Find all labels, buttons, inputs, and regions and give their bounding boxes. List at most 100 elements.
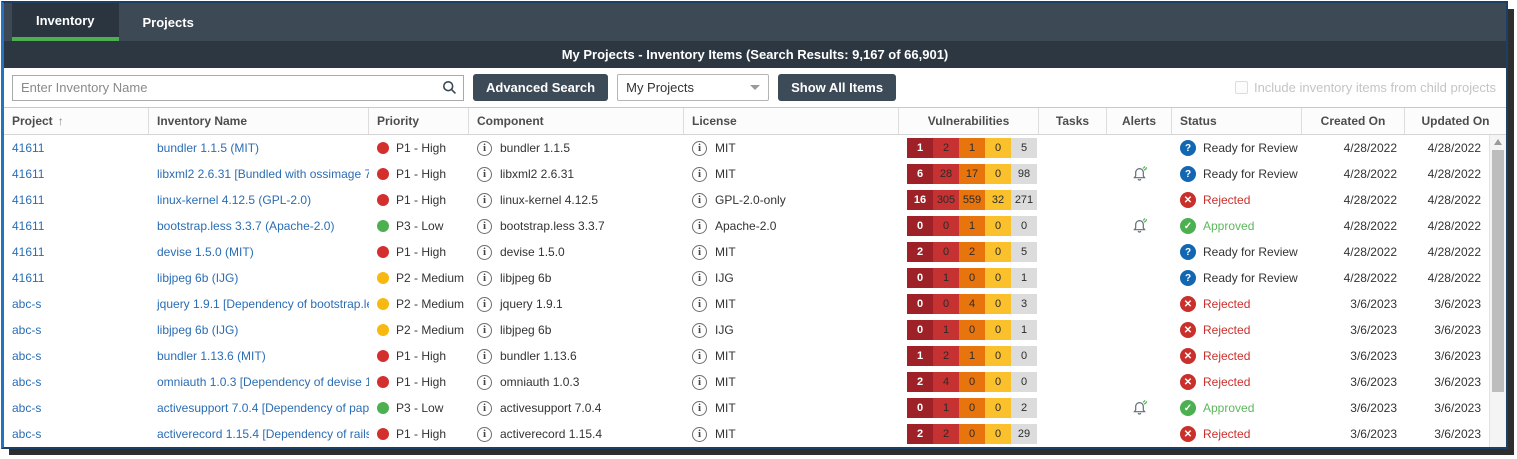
vulnerability-bar[interactable]: 2 4 0 0 0 (907, 372, 1037, 392)
project-link[interactable]: abc-s (12, 375, 42, 389)
vulnerability-bar[interactable]: 1 2 1 0 5 (907, 138, 1037, 158)
component-info-icon[interactable]: i (477, 140, 492, 156)
vulnerability-bar[interactable]: 2 0 2 0 5 (907, 242, 1037, 262)
project-link[interactable]: 41611 (12, 167, 45, 181)
license-info-icon[interactable]: i (692, 296, 707, 312)
license-info-icon[interactable]: i (692, 140, 707, 156)
license-info-icon[interactable]: i (692, 192, 707, 208)
component-info-icon[interactable]: i (477, 244, 492, 260)
col-header-inventory-name[interactable]: Inventory Name (149, 108, 369, 134)
vulnerability-bar[interactable]: 0 1 0 0 1 (907, 268, 1037, 288)
component-info-icon[interactable]: i (477, 322, 492, 338)
project-link[interactable]: abc-s (12, 297, 42, 311)
inventory-link[interactable]: libxml2 2.6.31 [Bundled with ossimage 7.… (157, 167, 369, 181)
license-info-icon[interactable]: i (692, 374, 707, 390)
inventory-link[interactable]: bundler 1.13.6 (MIT) (157, 349, 266, 363)
vulnerability-bar[interactable]: 0 0 1 0 0 (907, 216, 1037, 236)
inventory-link[interactable]: linux-kernel 4.12.5 (GPL-2.0) (157, 193, 312, 207)
vulnerability-bar[interactable]: 16 305 559 32 271 (907, 190, 1037, 210)
component-info-icon[interactable]: i (477, 270, 492, 286)
table-row[interactable]: abc-s jquery 1.9.1 [Dependency of bootst… (4, 291, 1489, 317)
table-row[interactable]: 41611 linux-kernel 4.12.5 (GPL-2.0) P1 -… (4, 187, 1489, 213)
license-info-icon[interactable]: i (692, 322, 707, 338)
component-info-icon[interactable]: i (477, 348, 492, 364)
col-header-license[interactable]: License (684, 108, 899, 134)
table-row[interactable]: abc-s omniauth 1.0.3 [Dependency of devi… (4, 369, 1489, 395)
col-header-vulnerabilities[interactable]: Vulnerabilities (899, 108, 1039, 134)
child-projects-checkbox[interactable] (1234, 81, 1248, 94)
license-info-icon[interactable]: i (692, 166, 707, 182)
project-link[interactable]: abc-s (12, 427, 42, 441)
col-header-alerts[interactable]: Alerts (1107, 108, 1172, 134)
license-info-icon[interactable]: i (692, 348, 707, 364)
vulnerability-bar[interactable]: 1 2 1 0 0 (907, 346, 1037, 366)
component-info-icon[interactable]: i (477, 374, 492, 390)
project-link[interactable]: 41611 (12, 219, 45, 233)
tab-projects[interactable]: Projects (119, 3, 218, 41)
table-row[interactable]: abc-s libjpeg 6b (IJG) P2 - Medium i lib… (4, 317, 1489, 343)
col-header-updated-on[interactable]: Updated On (1405, 108, 1506, 134)
col-header-status[interactable]: Status (1172, 108, 1302, 134)
table-row[interactable]: abc-s activerecord 1.15.4 [Dependency of… (4, 421, 1489, 447)
inventory-link[interactable]: omniauth 1.0.3 [Dependency of devise 1.5… (157, 375, 369, 389)
scroll-up-arrow-icon[interactable] (1494, 139, 1502, 145)
vulnerability-bar[interactable]: 6 28 17 0 98 (907, 164, 1037, 184)
table-row[interactable]: abc-s activesupport 7.0.4 [Dependency of… (4, 395, 1489, 421)
advanced-search-button[interactable]: Advanced Search (473, 74, 609, 101)
vulnerability-bar[interactable]: 0 1 0 0 2 (907, 398, 1037, 418)
alert-bell-icon[interactable] (1130, 217, 1149, 236)
component-info-icon[interactable]: i (477, 166, 492, 182)
component-info-icon[interactable]: i (477, 400, 492, 416)
project-scope-select[interactable]: My Projects (617, 74, 770, 101)
license-info-icon[interactable]: i (692, 244, 707, 260)
inventory-link[interactable]: bundler 1.1.5 (MIT) (157, 141, 260, 155)
inventory-link[interactable]: activerecord 1.15.4 [Dependency of rails… (157, 427, 369, 441)
scrollbar-thumb[interactable] (1492, 150, 1504, 392)
project-link[interactable]: abc-s (12, 401, 42, 415)
license-info-icon[interactable]: i (692, 270, 707, 286)
col-header-project[interactable]: Project ↑ (4, 108, 149, 134)
license-info-icon[interactable]: i (692, 400, 707, 416)
inventory-link[interactable]: devise 1.5.0 (MIT) (157, 245, 254, 259)
table-row[interactable]: abc-s bundler 1.13.6 (MIT) P1 - High i b… (4, 343, 1489, 369)
project-link[interactable]: abc-s (12, 323, 42, 337)
table-row[interactable]: 41611 libjpeg 6b (IJG) P2 - Medium i lib… (4, 265, 1489, 291)
vulnerability-bar[interactable]: 0 0 4 0 3 (907, 294, 1037, 314)
project-link[interactable]: 41611 (12, 193, 45, 207)
created-on-value: 4/28/2022 (1343, 245, 1397, 259)
alert-bell-icon[interactable] (1130, 165, 1149, 184)
search-icon[interactable] (435, 75, 463, 100)
alert-bell-icon[interactable] (1130, 399, 1149, 418)
project-link[interactable]: 41611 (12, 245, 45, 259)
license-info-icon[interactable]: i (692, 218, 707, 234)
table-row[interactable]: 41611 bundler 1.1.5 (MIT) P1 - High i bu… (4, 135, 1489, 161)
inventory-link[interactable]: libjpeg 6b (IJG) (157, 271, 239, 285)
component-info-icon[interactable]: i (477, 426, 492, 442)
table-row[interactable]: 41611 devise 1.5.0 (MIT) P1 - High i dev… (4, 239, 1489, 265)
col-header-created-on[interactable]: Created On (1302, 108, 1405, 134)
show-all-items-button[interactable]: Show All Items (778, 74, 897, 101)
vulnerability-bar[interactable]: 2 2 0 0 29 (907, 424, 1037, 444)
component-info-icon[interactable]: i (477, 192, 492, 208)
col-header-tasks[interactable]: Tasks (1039, 108, 1107, 134)
tab-inventory[interactable]: Inventory (12, 3, 119, 41)
col-header-priority[interactable]: Priority (369, 108, 469, 134)
component-name: activerecord 1.15.4 (500, 427, 603, 441)
search-input[interactable] (13, 80, 435, 95)
project-link[interactable]: 41611 (12, 271, 45, 285)
component-info-icon[interactable]: i (477, 296, 492, 312)
inventory-link[interactable]: activesupport 7.0.4 [Dependency of paper… (157, 401, 369, 415)
table-row[interactable]: 41611 bootstrap.less 3.3.7 (Apache-2.0) … (4, 213, 1489, 239)
component-info-icon[interactable]: i (477, 218, 492, 234)
table-row[interactable]: 41611 libxml2 2.6.31 [Bundled with ossim… (4, 161, 1489, 187)
inventory-link[interactable]: libjpeg 6b (IJG) (157, 323, 239, 337)
project-link[interactable]: abc-s (12, 349, 42, 363)
vertical-scrollbar[interactable] (1489, 135, 1506, 447)
license-info-icon[interactable]: i (692, 426, 707, 442)
col-header-component[interactable]: Component (469, 108, 684, 134)
inventory-link[interactable]: bootstrap.less 3.3.7 (Apache-2.0) (157, 219, 335, 233)
vulnerability-bar[interactable]: 0 1 0 0 1 (907, 320, 1037, 340)
status-icon: ✕ (1180, 426, 1196, 442)
project-link[interactable]: 41611 (12, 141, 45, 155)
inventory-link[interactable]: jquery 1.9.1 [Dependency of bootstrap.le… (157, 297, 369, 311)
